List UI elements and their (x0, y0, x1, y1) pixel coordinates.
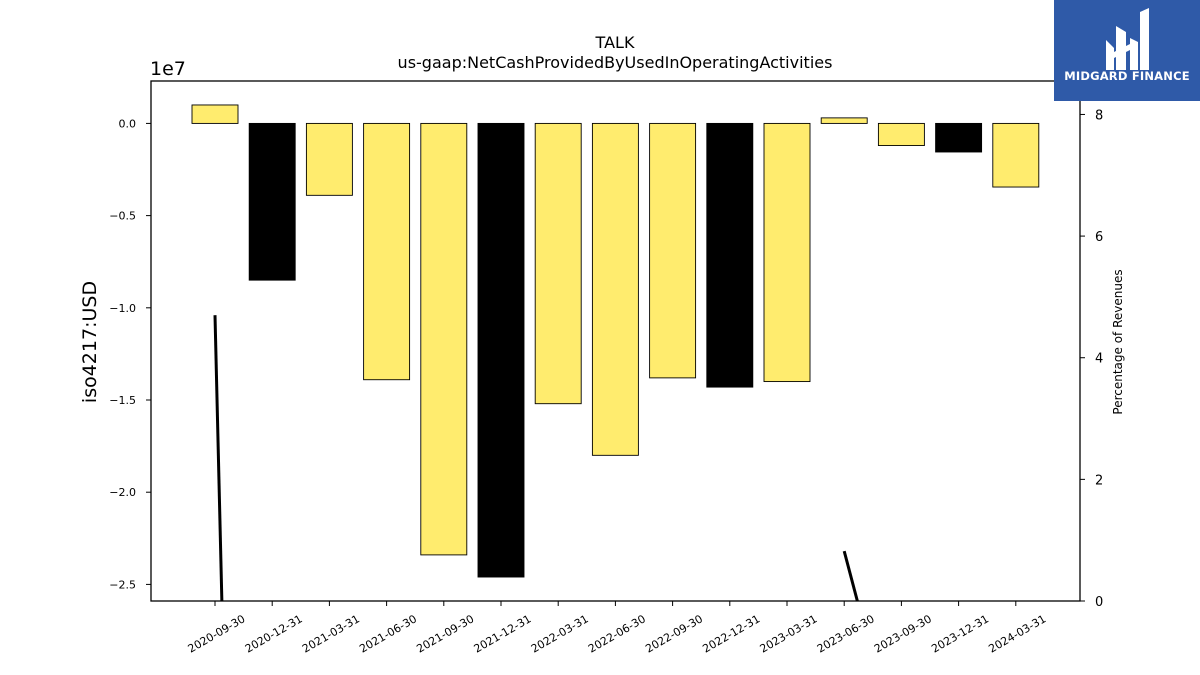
x-tick-label: 2021-12-31 (472, 612, 534, 655)
x-tick-label: 2021-06-30 (357, 612, 419, 655)
bar-2022-06-30 (591, 122, 639, 456)
brand-logo: MIDGARD FINANCE (1054, 0, 1200, 101)
percentage-line-1 (213, 315, 224, 602)
bar-2021-12-31 (477, 122, 525, 578)
x-tick-label: 2022-06-30 (586, 612, 648, 655)
lines-group (213, 315, 859, 602)
bar-2023-03-31 (763, 122, 811, 383)
bar-2022-12-31 (706, 122, 754, 388)
bar-2022-09-30 (649, 122, 697, 379)
bar-2024-03-31 (992, 122, 1040, 188)
y-tick-label: −2.5 (109, 578, 136, 591)
chart-subtitle: us-gaap:NetCashProvidedByUsedInOperating… (398, 53, 833, 72)
bar-2023-12-31 (935, 122, 983, 153)
x-tick-label: 2023-03-31 (758, 612, 820, 655)
x-axis-ticks: 2020-09-302020-12-312021-03-312021-06-30… (186, 601, 1048, 656)
x-tick-label: 2020-12-31 (243, 612, 305, 655)
y2-tick-label: 4 (1095, 352, 1103, 367)
y-offset-label: 1e7 (150, 58, 186, 80)
x-tick-label: 2024-03-31 (986, 612, 1048, 655)
x-tick-label: 2022-09-30 (643, 612, 705, 655)
x-tick-label: 2021-09-30 (414, 612, 476, 655)
bar-2020-12-31 (248, 122, 296, 281)
y-tick-label: −1.5 (109, 394, 136, 407)
x-tick-label: 2023-09-30 (872, 612, 934, 655)
x-tick-label: 2021-03-31 (300, 612, 362, 655)
y-axis-label: iso4217:USD (79, 281, 101, 403)
chart-title: TALK (595, 33, 635, 52)
y2-axis-label: Percentage of Revenues (1111, 269, 1125, 414)
bar-2023-06-30 (820, 117, 868, 124)
bar-2021-03-31 (305, 122, 353, 196)
percentage-line-2 (842, 550, 859, 602)
y2-tick-label: 0 (1095, 595, 1103, 610)
y-tick-label: −1.0 (109, 302, 136, 315)
bar-2022-03-31 (534, 122, 582, 405)
bar-2021-09-30 (420, 122, 468, 556)
y2-axis-ticks: 0 2 4 6 8 (1080, 108, 1103, 610)
y-tick-label: −0.5 (109, 210, 136, 223)
midgard-logo-icon (1106, 8, 1149, 70)
y2-tick-label: 8 (1095, 108, 1103, 123)
x-tick-label: 2023-06-30 (815, 612, 877, 655)
y-tick-label: 0.0 (119, 117, 137, 130)
x-tick-label: 2023-12-31 (929, 612, 991, 655)
x-tick-label: 2022-03-31 (529, 612, 591, 655)
bar-2021-06-30 (363, 122, 411, 381)
x-tick-label: 2022-12-31 (700, 612, 762, 655)
bars-group (191, 104, 1040, 578)
x-tick-label: 2020-09-30 (186, 612, 248, 655)
y2-tick-label: 2 (1095, 473, 1103, 488)
y-tick-label: −2.0 (109, 486, 136, 499)
bar-2020-09-30 (191, 104, 239, 124)
bar-2023-09-30 (877, 122, 925, 146)
y2-tick-label: 6 (1095, 230, 1103, 245)
y-axis-ticks: 0.0 −0.5 −1.0 −1.5 −2.0 −2.5 (109, 117, 151, 591)
brand-name: MIDGARD FINANCE (1064, 69, 1190, 83)
